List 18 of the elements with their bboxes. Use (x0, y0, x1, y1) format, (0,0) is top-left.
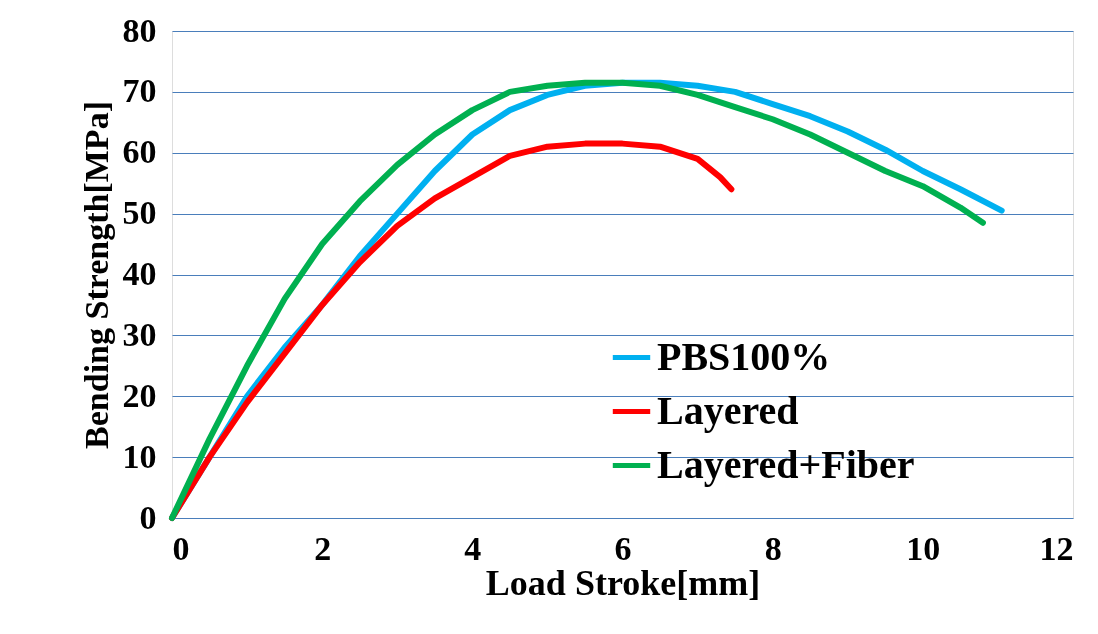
x-tick-label: 8 (764, 529, 782, 567)
y-axis-title: Bending Strength[MPa] (77, 101, 115, 449)
x-tick-label: 4 (464, 529, 482, 567)
legend-label: Layered (657, 387, 799, 433)
y-tick-label: 80 (122, 11, 157, 49)
y-tick-label: 40 (122, 255, 157, 292)
y-tick-label: 30 (122, 315, 157, 353)
y-tick-label: 50 (122, 194, 157, 232)
x-tick-label: 0 (172, 529, 190, 567)
x-tick-label: 10 (906, 529, 941, 567)
legend-label: PBS100% (657, 333, 831, 379)
y-tick-label: 70 (122, 72, 157, 110)
y-tick-label: 10 (122, 437, 157, 475)
y-tick-label: 0 (139, 498, 157, 536)
y-tick-label: 60 (122, 133, 157, 171)
x-tick-label: 2 (314, 529, 332, 567)
y-tick-label: 20 (122, 376, 157, 414)
x-tick-label: 12 (1039, 529, 1074, 567)
